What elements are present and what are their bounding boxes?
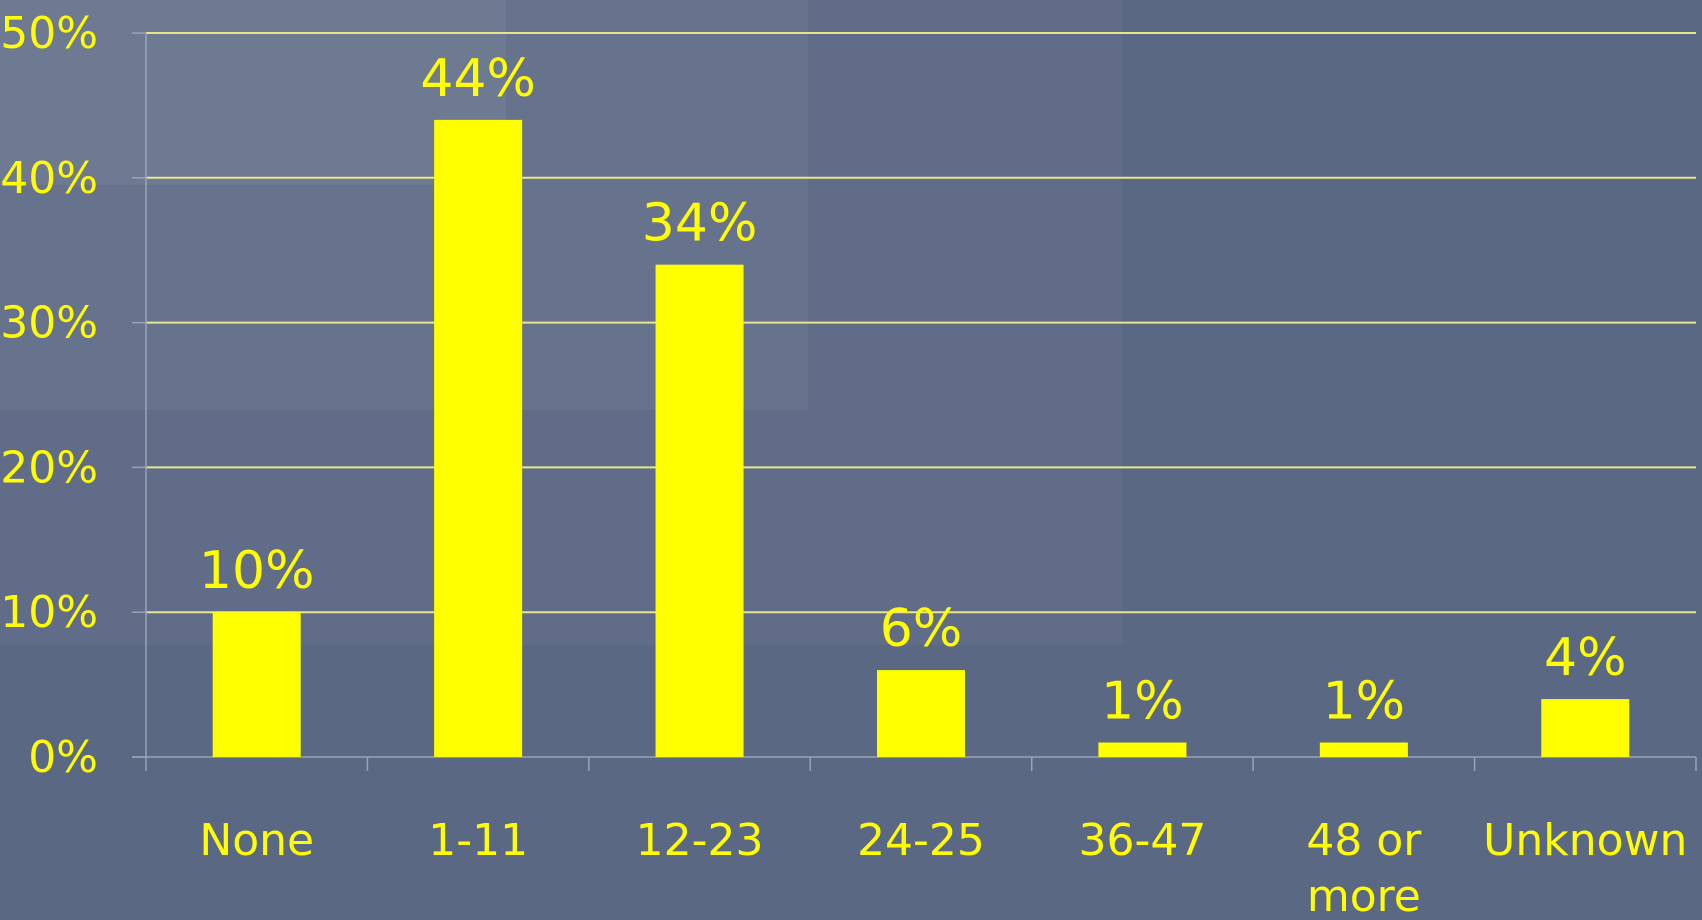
background-panel bbox=[0, 0, 506, 185]
y-tick-label: 30% bbox=[0, 298, 98, 349]
x-tick-label: None bbox=[199, 815, 314, 866]
x-tick-label: 12-23 bbox=[636, 815, 764, 866]
y-tick-label: 10% bbox=[0, 587, 98, 638]
bar bbox=[1541, 699, 1630, 757]
x-tick-label: 1-11 bbox=[428, 815, 528, 866]
bars bbox=[212, 119, 1630, 757]
y-tick-label: 40% bbox=[0, 153, 98, 204]
bar bbox=[1319, 742, 1408, 757]
y-tick-label: 0% bbox=[28, 732, 98, 783]
y-tick-label: 50% bbox=[0, 8, 98, 59]
bar bbox=[877, 670, 965, 757]
y-tick-label: 20% bbox=[0, 442, 98, 493]
x-tick-label: 36-47 bbox=[1078, 815, 1206, 866]
gridlines bbox=[146, 32, 1696, 614]
x-tick-label: 48 or more bbox=[1306, 815, 1422, 920]
labels: 0% 10% 20% 30% 40% 50% 10% None 44% 1-11 34% 12-23 6… bbox=[0, 8, 1687, 920]
bar bbox=[434, 119, 523, 757]
data-label: 1% bbox=[1101, 672, 1184, 732]
data-label: 44% bbox=[420, 49, 536, 109]
x-tick-label: Unknown bbox=[1483, 815, 1687, 866]
data-label: 34% bbox=[642, 194, 758, 254]
data-label: 10% bbox=[199, 541, 315, 601]
bar bbox=[1098, 742, 1187, 757]
bar bbox=[212, 612, 301, 757]
data-label: 6% bbox=[880, 599, 963, 659]
data-label: 4% bbox=[1544, 628, 1627, 688]
x-tick-label: 24-25 bbox=[857, 815, 985, 866]
bar bbox=[655, 264, 744, 757]
data-label: 1% bbox=[1323, 672, 1406, 732]
